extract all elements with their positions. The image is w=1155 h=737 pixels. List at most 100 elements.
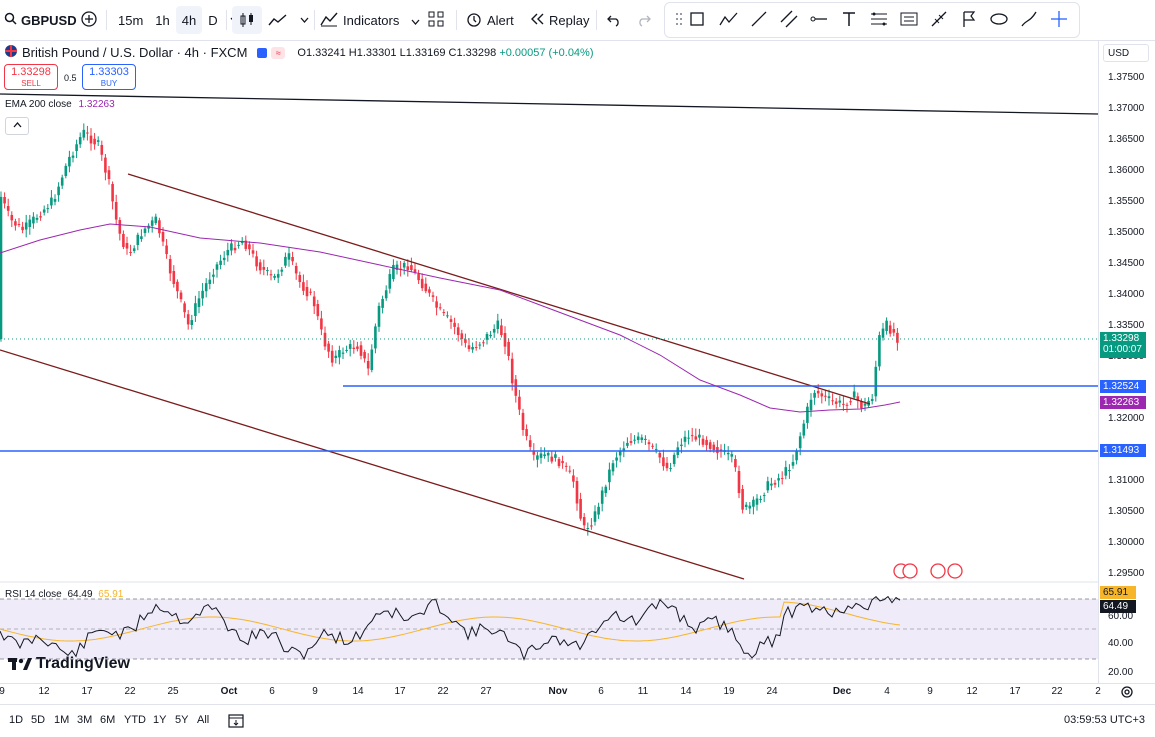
low-value: L1.33169 [399,46,446,59]
candle-body [860,400,863,409]
range-5d[interactable]: 5D [31,714,46,726]
brush-tool-icon[interactable] [1017,7,1041,31]
candle-body [762,495,766,497]
range-3m[interactable]: 3M [77,714,93,726]
currency-selector[interactable]: USD [1103,44,1149,62]
event-markers[interactable] [893,563,963,579]
sell-price: 1.33298 [11,66,51,78]
range-ytd[interactable]: YTD [124,714,146,726]
grid-icon [428,11,444,30]
sell-button[interactable]: 1.33298 SELL [4,64,58,90]
candle-body [262,267,266,270]
candle-body [60,177,64,186]
crosshair-icon[interactable] [1047,7,1071,31]
range-6m[interactable]: 6M [100,714,116,726]
candles-icon[interactable] [232,6,262,34]
forecast-tool-icon[interactable] [897,7,921,31]
price-tick: 1.35500 [1108,196,1145,207]
price-tick: 1.31000 [1108,475,1145,486]
range-all[interactable]: All [197,714,210,726]
candle-body [712,444,716,451]
time-tick: Oct [220,686,238,697]
interval-1h[interactable]: 1h [155,12,170,28]
symbol-search[interactable]: GBPUSD [4,0,77,40]
candle-body [550,456,554,462]
spread-value: 0.5 [64,73,77,83]
time-axis[interactable] [0,683,1155,702]
candle-body [323,332,327,347]
candle-body [600,490,604,504]
candle-body [111,184,114,202]
brand-name: TradingView [36,655,130,672]
tradingview-logo[interactable]: TradingView [8,655,130,673]
shape-tool-icon[interactable] [987,7,1011,31]
candle-body [345,349,348,351]
candle-body [827,396,831,399]
line-chart-icon[interactable] [262,6,294,34]
settings-icon[interactable] [1120,685,1134,704]
horizontal-ray-icon[interactable] [807,7,831,31]
candle-body [896,332,899,343]
collapse-legend-button[interactable] [5,117,29,135]
path-tool-icon[interactable] [717,7,741,31]
range-1d[interactable]: 1D [9,714,24,726]
layouts-button[interactable] [428,0,444,40]
divider [596,10,597,30]
rsi-legend[interactable]: RSI 14 close 64.49 65.91 [5,589,123,600]
candle-body [10,215,14,221]
candle-body [190,320,194,325]
time-tick: 14 [352,686,364,697]
ema-legend[interactable]: EMA 200 close 1.32263 [5,99,115,110]
upper-trend-line [0,93,1098,115]
candle-body [647,442,651,445]
time-tick: 17 [1009,686,1021,697]
candle-body [777,478,780,481]
alert-label: Alert [487,12,514,28]
measure-tool-icon[interactable] [927,7,951,31]
fib-retracement-icon[interactable] [867,7,891,31]
candle-body [348,344,352,349]
interval-d[interactable]: D [208,12,218,28]
replay-label: Replay [549,12,590,28]
chevron-down-icon[interactable] [411,13,420,28]
drawing-toolbar [664,2,1080,38]
ema-value: 1.32263 [78,99,115,110]
candle-body [78,137,82,145]
candle-body [842,403,845,405]
candle-body [158,220,161,234]
drag-handle-icon[interactable] [667,7,691,31]
range-1y[interactable]: 1Y [153,714,167,726]
text-tool-icon[interactable] [837,7,861,31]
redo-button[interactable] [636,0,652,40]
compare-button[interactable] [80,0,98,40]
price-chart[interactable] [0,40,1098,683]
candle-body [298,275,302,283]
buy-button[interactable]: 1.33303 BUY [82,64,136,90]
replay-button[interactable]: Replay [530,0,589,40]
candle-body [186,314,190,325]
flag-tool-icon[interactable] [957,7,981,31]
interval-4h[interactable]: 4h [175,6,203,34]
undo-button[interactable] [606,0,622,40]
candle-body [503,333,507,347]
candle-body [496,320,500,329]
utc-clock[interactable]: 03:59:53 UTC+3 [1063,714,1145,726]
interval-15m[interactable]: 15m [118,12,144,28]
time-tick: 9 [927,686,933,697]
indicators-button[interactable]: Indicators [320,0,420,40]
price-axis[interactable] [1098,40,1155,683]
alert-button[interactable]: Alert [466,0,514,40]
range-5y[interactable]: 5Y [175,714,189,726]
trend-line-icon[interactable] [747,7,771,31]
candle-body [618,451,622,456]
candle-body [104,157,107,173]
date-range-icon[interactable] [228,712,244,731]
candle-body [705,439,708,446]
parallel-channel-icon[interactable] [777,7,801,31]
rectangle-tool-icon[interactable] [685,7,709,31]
candle-body [446,315,449,317]
range-1m[interactable]: 1M [54,714,70,726]
candle-body [201,290,204,299]
time-tick: 9 [0,686,5,697]
chart-type-dropdown[interactable] [294,6,315,34]
